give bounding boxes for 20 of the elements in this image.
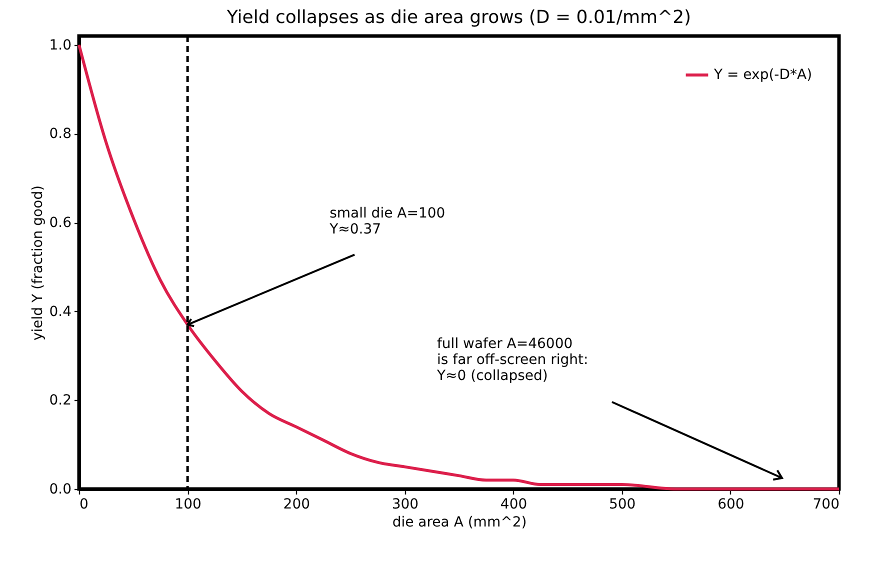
x-tick-label: 700: [812, 496, 840, 512]
y-tick-label: 0.6: [49, 215, 72, 232]
x-tick-label: 500: [608, 496, 636, 512]
chart-title: Yield collapses as die area grows (D = 0.01/mm^2): [226, 6, 692, 28]
x-tick-label: 200: [283, 496, 310, 512]
annotation: small die A=100 Y≈0.37: [328, 206, 446, 238]
x-axis-title: die area A (mm^2): [392, 514, 527, 530]
y-tick-label: 0.4: [49, 304, 72, 320]
annotation: full wafer A=46000 is far off-screen right: Y≈0 (collapsed): [436, 336, 588, 384]
y-axis-title: yield Y (fraction good): [30, 185, 46, 341]
x-tick-label: 600: [718, 496, 744, 512]
y-tick-label: 1.0: [49, 37, 72, 54]
y-tick-label: 0.0: [49, 482, 72, 498]
x-tick-label: 400: [500, 496, 528, 512]
x-tick-label: 100: [174, 496, 202, 512]
legend-label: Y = exp(-D*A): [713, 67, 812, 83]
y-tick-label: 0.2: [49, 392, 72, 409]
x-tick-label: 300: [392, 496, 419, 512]
x-tick-label: 0: [80, 496, 88, 512]
y-tick-label: 0.8: [49, 126, 72, 142]
